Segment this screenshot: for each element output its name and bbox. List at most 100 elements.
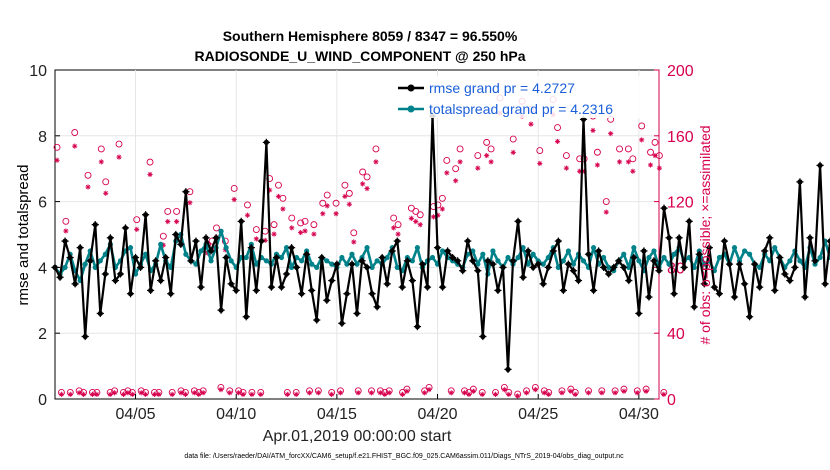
- obs-star-stroke: [249, 392, 255, 397]
- obs-star-stroke: [187, 200, 193, 205]
- obs-assimilated-marker: [506, 391, 512, 397]
- rmse-point: [293, 263, 301, 271]
- rmse-point: [740, 280, 749, 288]
- rmse-point: [449, 253, 457, 262]
- rmse-point: [776, 253, 784, 262]
- rmse-point: [308, 286, 316, 295]
- obs-possible-marker: [554, 124, 561, 132]
- obs-star-stroke: [116, 155, 122, 160]
- obs-assimilated-marker: [417, 222, 423, 228]
- totalspread-point: [520, 245, 526, 251]
- rmse-point: [413, 323, 421, 331]
- y-axis-label-left: rmse and totalspread: [15, 165, 32, 306]
- obs-assimilated-marker: [630, 168, 636, 174]
- obs-assimilated-marker: [661, 391, 667, 397]
- obs-possible-marker: [133, 216, 141, 224]
- rmse-point: [56, 273, 64, 281]
- obs-star-stroke: [302, 228, 308, 234]
- rmse-point: [746, 313, 754, 321]
- obs-star-stroke: [156, 392, 162, 397]
- rmse-point: [464, 237, 472, 245]
- totalspread-point: [414, 245, 420, 251]
- obs-star-stroke: [502, 387, 507, 392]
- obs-assimilated-marker: [368, 390, 375, 396]
- rmse-point: [574, 276, 583, 285]
- rmse-point: [418, 260, 427, 268]
- obs-star-stroke: [590, 128, 596, 133]
- obs-assimilated-marker: [342, 193, 348, 200]
- obs-possible-marker: [310, 221, 318, 229]
- obs-assimilated-marker: [484, 152, 490, 159]
- obs-possible-marker: [372, 145, 380, 153]
- totalspread-point: [565, 248, 572, 254]
- x-ticks: 04/05 04/10 04/15 04/20 04/25 04/30: [116, 394, 659, 423]
- totalspread-point: [475, 261, 481, 267]
- obs-star-stroke: [232, 197, 237, 202]
- rmse-point: [494, 286, 502, 295]
- totalspread-point: [590, 245, 597, 251]
- obs-star-stroke: [147, 172, 153, 177]
- obs-assimilated-marker: [616, 159, 623, 165]
- obs-assimilated-marker: [466, 391, 472, 397]
- totalspread-point: [515, 254, 521, 261]
- obs-assimilated-marker: [537, 160, 543, 167]
- obs-star-stroke: [382, 392, 387, 397]
- rmse-point: [323, 296, 331, 304]
- obs-possible-marker: [624, 145, 632, 153]
- totalspread-point: [97, 258, 103, 264]
- obs-possible-marker: [115, 140, 123, 148]
- rmse-point: [152, 257, 160, 265]
- obs-star-stroke: [612, 390, 618, 395]
- obs-star-stroke: [573, 392, 578, 397]
- totalspread-point: [329, 261, 335, 267]
- rmse-point: [534, 260, 542, 268]
- obs-star-stroke: [488, 159, 494, 164]
- rmse-point: [781, 270, 789, 278]
- x-tick-label: 04/05: [116, 406, 156, 423]
- chart-title-line2: RADIOSONDE_U_WIND_COMPONENT @ 250 hPa: [194, 48, 525, 64]
- rmse-point: [76, 244, 84, 252]
- obs-star-stroke: [595, 162, 600, 168]
- obs-assimilated-marker: [196, 391, 202, 397]
- totalspread-point: [555, 264, 561, 270]
- totalspread-point: [288, 264, 295, 270]
- obs-assimilated-marker: [72, 143, 78, 149]
- rmse-point: [595, 247, 603, 255]
- rmse-point: [162, 253, 170, 262]
- obs-star-stroke: [533, 387, 538, 392]
- obs-possible-marker: [350, 229, 358, 237]
- obs-possible-marker: [443, 157, 451, 164]
- rmse-point: [529, 263, 537, 271]
- obs-assimilated-marker: [200, 390, 206, 396]
- rmse-point: [690, 303, 698, 311]
- obs-assimilated-marker: [501, 387, 507, 393]
- obs-star-stroke: [453, 178, 458, 183]
- totalspread-point: [263, 258, 269, 264]
- obs-assimilated-marker: [391, 225, 397, 231]
- obs-assimilated-marker: [355, 390, 361, 396]
- data-file-footer: data file: /Users/raeder/DAI/ATM_forcXX/…: [184, 453, 624, 460]
- obs-possible-marker: [301, 217, 309, 225]
- obs-star-stroke: [444, 170, 449, 175]
- obs-assimilated-marker: [54, 157, 60, 163]
- obs-assimilated-marker: [599, 390, 605, 396]
- obs-star-stroke: [112, 390, 117, 395]
- obs-possible-marker: [97, 145, 105, 153]
- rmse-point: [821, 280, 829, 288]
- rmse-point: [96, 309, 104, 318]
- obs-assimilated-marker: [475, 165, 481, 171]
- obs-assimilated-marker: [608, 130, 614, 137]
- totalspread-point: [747, 251, 753, 257]
- totalspread-point: [621, 251, 627, 257]
- totalspread-point: [384, 254, 390, 261]
- totalspread-point: [243, 254, 249, 261]
- obs-assimilated-marker: [289, 225, 295, 231]
- totalspread-point: [283, 245, 290, 251]
- obs-assimilated-marker: [120, 391, 127, 397]
- obs-assimilated-marker: [523, 390, 530, 396]
- rmse-point: [499, 263, 507, 271]
- y-tick-label-left: 8: [38, 129, 47, 146]
- obs-star-stroke: [661, 392, 666, 397]
- rmse-point: [811, 257, 819, 265]
- obs-star-stroke: [280, 206, 286, 212]
